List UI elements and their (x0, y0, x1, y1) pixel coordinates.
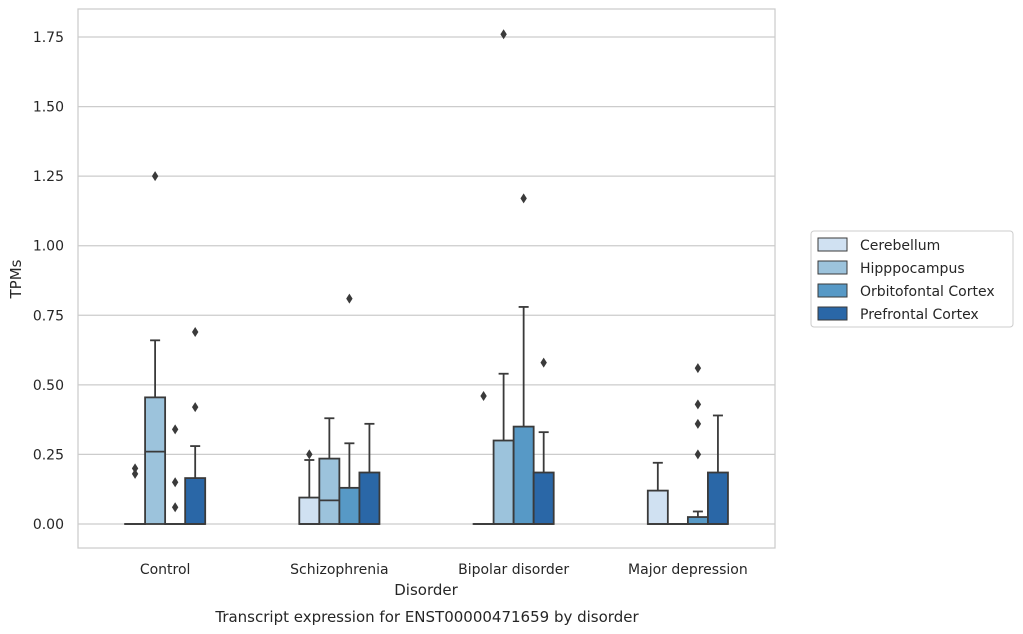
outlier-point (171, 477, 179, 488)
box-prefrontal-cortex (358, 422, 381, 525)
outlier-point (694, 418, 702, 429)
x-axis-title: Disorder (394, 581, 458, 599)
chart-caption: Transcript expression for ENST0000047165… (214, 608, 639, 626)
y-tick-label: 1.50 (33, 100, 64, 116)
outlier-point (346, 293, 353, 304)
legend-label: Orbitofontal Cortex (860, 284, 995, 300)
box-rect (686, 516, 709, 525)
boxes (124, 306, 729, 525)
box-rect (338, 486, 361, 525)
legend-frame (810, 230, 1014, 328)
legend: Cerebellum Hipppocampus Orbitofontal Corte… (810, 230, 1014, 328)
outlier-point (191, 402, 199, 413)
box-rect (318, 457, 341, 525)
box-rect (358, 471, 381, 525)
outlier-point (171, 424, 179, 435)
box-rect (492, 439, 515, 525)
outlier-point (171, 502, 179, 513)
box-hipppocampus (492, 372, 515, 525)
y-tick-label: 1.00 (33, 239, 64, 255)
legend-swatch (817, 306, 848, 321)
y-tick-label: 0.25 (33, 447, 64, 463)
legend-label: Hipppocampus (860, 261, 965, 277)
outlier-point (694, 449, 702, 460)
x-tick-label: Control (140, 562, 191, 578)
outlier-point (191, 326, 199, 337)
outlier-point (480, 390, 487, 401)
box-rect (184, 477, 207, 525)
outlier-point (500, 29, 507, 40)
outlier-point (131, 468, 139, 479)
outlier-point (131, 463, 139, 474)
x-axis-ticks: Control Schizophrenia Bipolar disorder Majo… (140, 562, 748, 578)
outlier-point (694, 399, 702, 410)
y-tick-label: 1.75 (33, 30, 64, 46)
y-tick-label: 0.00 (33, 517, 64, 533)
box-cerebellum (646, 461, 669, 525)
y-tick-label: 0.50 (33, 378, 64, 394)
box-rect (512, 425, 535, 525)
box-prefrontal-cortex (707, 414, 729, 525)
grid-lines (78, 36, 775, 525)
outlier-point (520, 193, 527, 204)
legend-items: Cerebellum Hipppocampus Orbitofontal Corte… (817, 237, 995, 323)
box-rect (646, 489, 669, 525)
y-axis-title: TPMs (7, 259, 25, 299)
legend-label: Prefrontal Cortex (860, 307, 979, 323)
outlier-point (151, 171, 159, 182)
legend-label: Cerebellum (860, 238, 940, 254)
x-tick-label: Major depression (628, 562, 748, 578)
box-hipppocampus (144, 339, 167, 525)
x-tick-label: Bipolar disorder (458, 562, 569, 578)
box-orbitofontal-cortex (686, 510, 709, 525)
box-rect (298, 496, 321, 525)
legend-swatch (817, 283, 848, 298)
box-prefrontal-cortex (184, 445, 207, 525)
legend-swatch (817, 260, 848, 275)
y-axis-ticks: 0.00 0.25 0.50 0.75 1.00 1.25 1.50 1.75 (33, 30, 64, 533)
box-orbitofontal-cortex (512, 306, 535, 525)
box-rect (707, 471, 729, 525)
y-tick-label: 0.75 (33, 308, 64, 324)
box-cerebellum (298, 459, 321, 525)
box-hipppocampus (318, 417, 341, 525)
outlier-point (694, 363, 702, 374)
plot-frame (77, 8, 776, 549)
legend-swatch (817, 237, 848, 252)
y-tick-label: 1.25 (33, 169, 64, 185)
outliers (131, 29, 702, 513)
box-rect (144, 396, 167, 525)
box-rect (532, 471, 555, 525)
box-prefrontal-cortex (532, 431, 555, 525)
outlier-point (306, 449, 313, 460)
x-tick-label: Schizophrenia (290, 562, 388, 578)
outlier-point (540, 357, 547, 368)
box-orbitofontal-cortex (338, 442, 361, 525)
